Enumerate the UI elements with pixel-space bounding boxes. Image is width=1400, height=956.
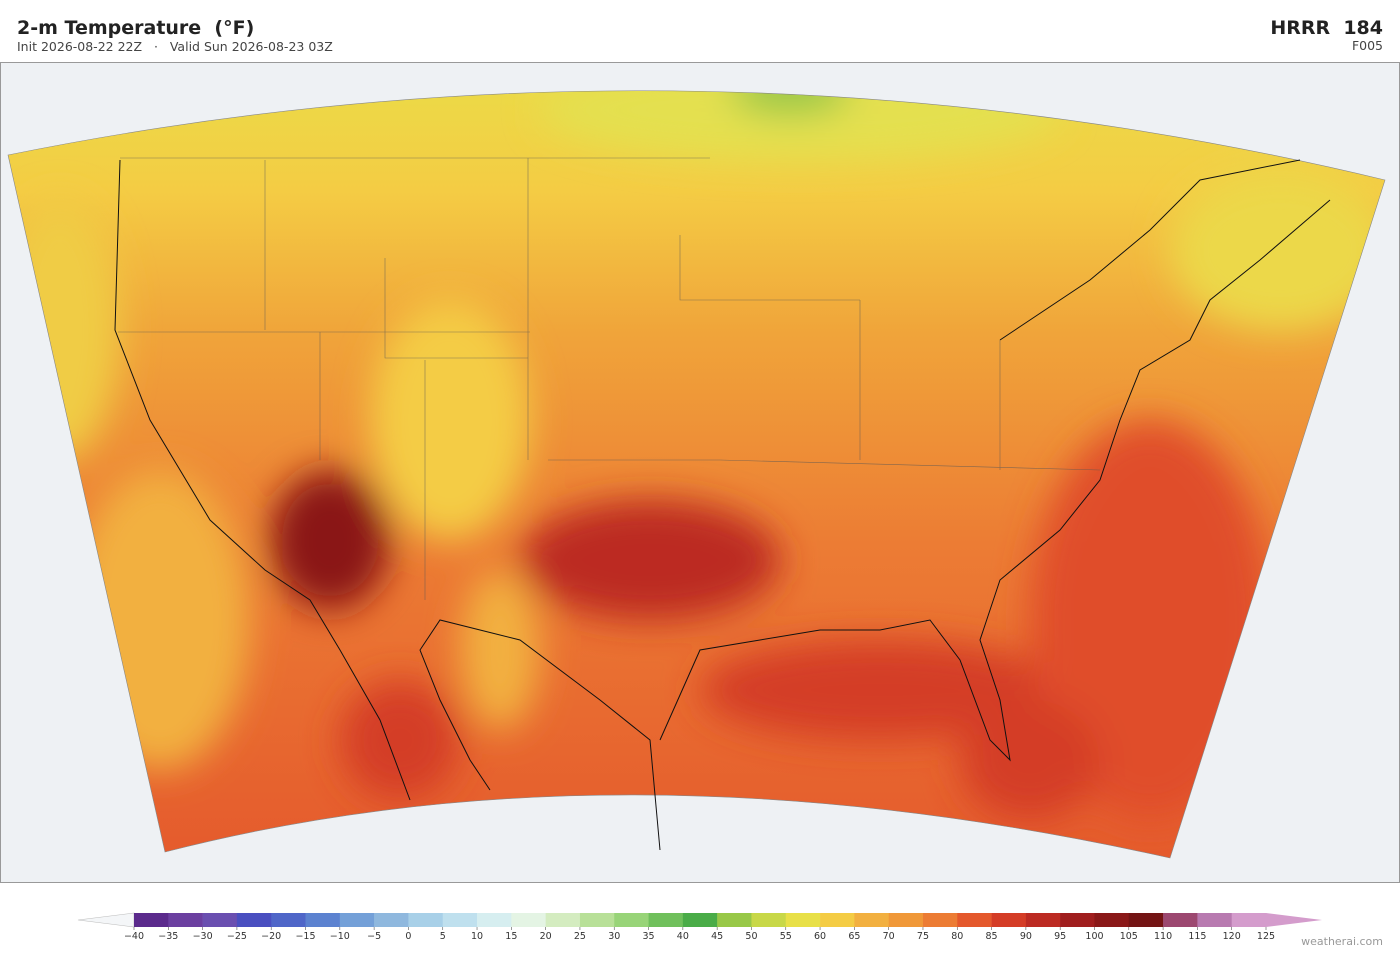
colorbar-tick-label: 50 (745, 931, 757, 942)
colorbar-tick-label: 65 (848, 931, 860, 942)
colorbar-tick-label: 115 (1188, 931, 1206, 942)
coastline (114, 159, 1331, 851)
colorbar-tick-label: 125 (1257, 931, 1275, 942)
colorbar-segment (305, 913, 341, 927)
colorbar-tick-label: 80 (951, 931, 963, 942)
colorbar-over (1266, 913, 1322, 927)
colorbar-segment (339, 913, 375, 927)
map-subtitle: Init 2026-08-22 22Z · Valid Sun 2026-08-… (17, 39, 333, 54)
colorbar-segment (957, 913, 992, 927)
colorbar-segment (648, 913, 684, 927)
colorbar-segment (579, 913, 615, 927)
colorbar-segment (785, 913, 821, 927)
colorbar-tick-label: 100 (1085, 931, 1103, 942)
colorbar-tick-label: 75 (917, 931, 929, 942)
colorbar-segment (1163, 913, 1198, 927)
colorbar-segment (922, 913, 958, 927)
map-title: 2-m Temperature (°F) (17, 17, 254, 39)
colorbar-tick-label: 105 (1120, 931, 1138, 942)
colorbar-tick-label: 20 (540, 931, 552, 942)
colorbar-segment (614, 913, 649, 927)
colorbar-segment (820, 913, 855, 927)
colorbar: −40 −35 −30 −25 −20 −15 −10 −5 0 5 10 15 20 25 30 35 40 4… (77, 912, 1322, 942)
colorbar-segment (682, 913, 718, 927)
colorbar-tick-label: −40 (124, 931, 144, 942)
colorbar-tick-label: 35 (642, 931, 654, 942)
colorbar-segment (1128, 913, 1164, 927)
colorbar-segment (236, 913, 272, 927)
colorbar-tick-label: 60 (814, 931, 826, 942)
colorbar-segment (854, 913, 889, 927)
colorbar-segment (202, 913, 238, 927)
colorbar-segment (717, 913, 752, 927)
state-borders (118, 157, 1101, 600)
colorbar-segment (408, 913, 444, 927)
forecast-hour: F005 (1352, 38, 1383, 53)
colorbar-segment (1094, 913, 1130, 927)
colorbar-tick-label: 120 (1223, 931, 1241, 942)
model-label: HRRR 184 (1270, 17, 1383, 39)
colorbar-segment (991, 913, 1027, 927)
colorbar-tick-label: 5 (440, 931, 446, 942)
colorbar-tick-label: 0 (405, 931, 411, 942)
colorbar-segment (477, 913, 512, 927)
colorbar-segment (545, 913, 581, 927)
colorbar-tick-label: 90 (1020, 931, 1032, 942)
colorbar-segment (442, 913, 478, 927)
colorbar-tick-label: 40 (677, 931, 689, 942)
colorbar-segment (888, 913, 924, 927)
colorbar-segment (374, 913, 409, 927)
colorbar-segment (168, 913, 203, 927)
colorbar-segment (1231, 913, 1267, 927)
colorbar-tick-label: −10 (330, 931, 350, 942)
colorbar-segment (1197, 913, 1232, 927)
colorbar-tick-label: 85 (986, 931, 998, 942)
colorbar-segment (1060, 913, 1095, 927)
domain-edge (7, 90, 1386, 859)
colorbar-tick-label: −25 (227, 931, 247, 942)
colorbar-tick-label: 55 (780, 931, 792, 942)
colorbar-tick-label: 70 (883, 931, 895, 942)
colorbar-segment (134, 913, 169, 927)
colorbar-segment (271, 913, 306, 927)
colorbar-segment (1025, 913, 1061, 927)
colorbar-segment (751, 913, 787, 927)
colorbar-tick-label: 10 (471, 931, 483, 942)
colorbar-tick-label: 110 (1154, 931, 1172, 942)
colorbar-tick-label: −35 (158, 931, 178, 942)
colorbar-tick-label: 30 (608, 931, 620, 942)
colorbar-tick-label: −20 (261, 931, 281, 942)
colorbar-tick-label: 15 (505, 931, 517, 942)
map (0, 62, 1400, 883)
colorbar-tick-label: −30 (193, 931, 213, 942)
colorbar-tick-label: −15 (295, 931, 315, 942)
colorbar-tick-label: 45 (711, 931, 723, 942)
watermark: weatherai.com (1301, 935, 1383, 948)
colorbar-segment (511, 913, 546, 927)
colorbar-tick-label: 95 (1054, 931, 1066, 942)
colorbar-tick-label: −5 (367, 931, 381, 942)
colorbar-tick-label: 25 (574, 931, 586, 942)
